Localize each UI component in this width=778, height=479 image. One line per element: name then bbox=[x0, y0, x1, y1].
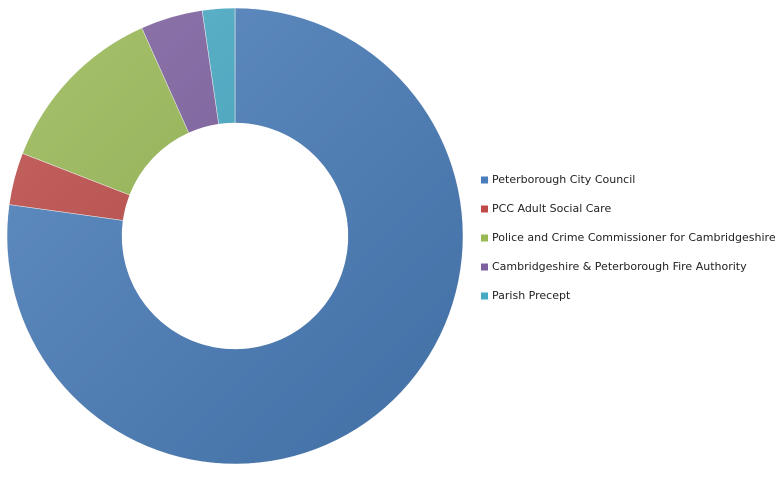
legend-label: Parish Precept bbox=[492, 289, 571, 302]
legend-label: Peterborough City Council bbox=[492, 173, 635, 186]
legend-swatch bbox=[481, 263, 488, 271]
donut-hole bbox=[122, 123, 348, 349]
legend-swatch bbox=[481, 205, 488, 213]
legend-swatch bbox=[481, 176, 488, 184]
legend-swatch bbox=[481, 234, 488, 242]
donut bbox=[6, 7, 464, 465]
legend-label: PCC Adult Social Care bbox=[492, 202, 611, 215]
legend: Peterborough City Council PCC Adult Socia… bbox=[481, 173, 776, 302]
legend-swatch bbox=[481, 292, 488, 300]
legend-label: Cambridgeshire & Peterborough Fire Autho… bbox=[492, 260, 747, 273]
legend-label: Police and Crime Commissioner for Cambri… bbox=[492, 231, 776, 244]
